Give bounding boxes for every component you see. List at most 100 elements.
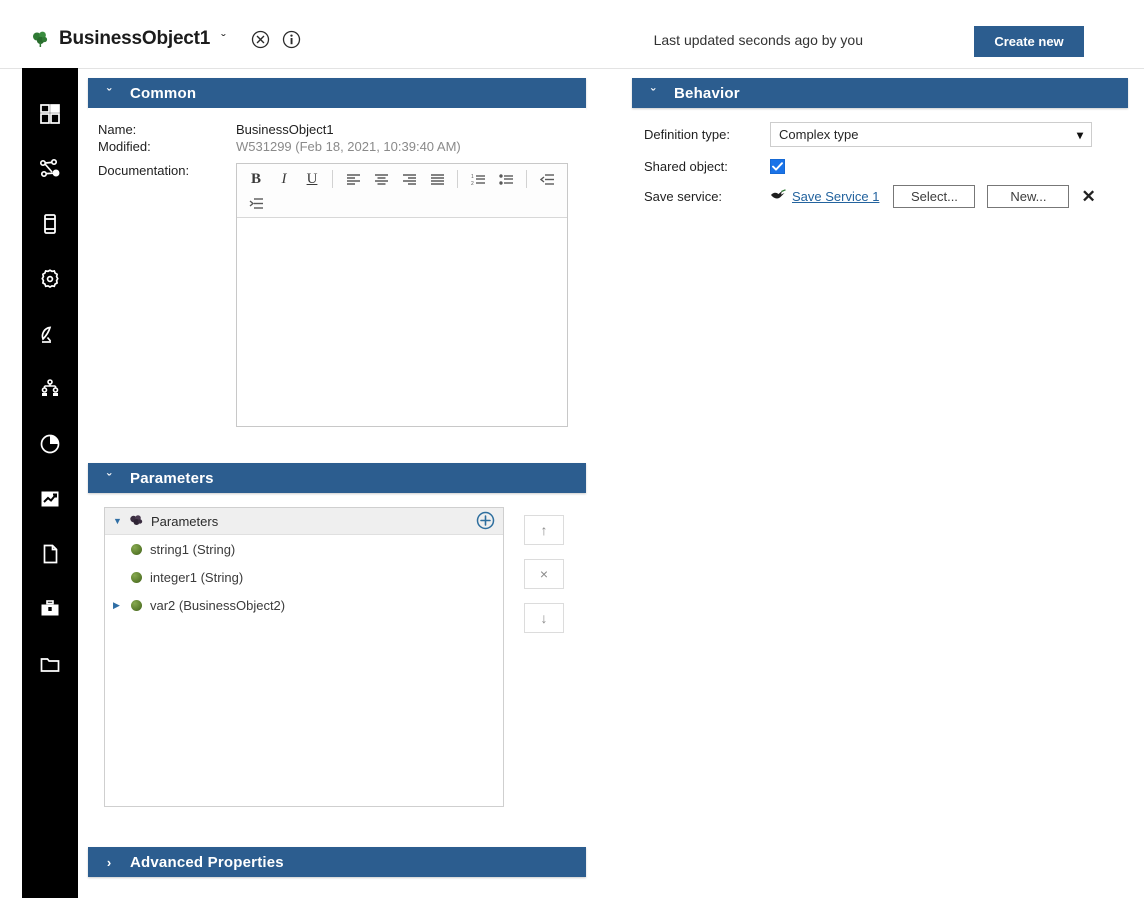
save-service-label: Save service: [644, 189, 723, 204]
business-object-icon [129, 514, 145, 528]
parameter-dot-icon [131, 571, 142, 583]
last-updated-status: Last updated seconds ago by you [653, 32, 863, 48]
behavior-panel: ˇ Behavior Definition type: Complex type… [632, 78, 1128, 216]
title-actions [251, 30, 301, 49]
common-panel-title: Common [130, 84, 197, 102]
documentation-label: Documentation: [98, 163, 190, 178]
org-users-icon[interactable] [22, 361, 78, 416]
documentation-toolbar: B I U [237, 164, 567, 218]
definition-type-row: Definition type: Complex type ▾ [632, 122, 1128, 147]
save-service-row: Save service: Save Service 1 Select... N… [632, 185, 1128, 208]
satellite-dish-icon[interactable] [22, 306, 78, 361]
unordered-list-icon[interactable] [493, 168, 519, 190]
tree-root-row[interactable]: ▼ Parameters [105, 508, 503, 535]
move-up-button[interactable]: ↑ [524, 515, 564, 545]
chevron-down-icon: ˇ [106, 470, 112, 486]
list-item[interactable]: string1 (String) [105, 535, 503, 563]
mobile-page-icon[interactable] [22, 196, 78, 251]
tree-collapse-caret-icon[interactable]: ▶ [113, 599, 120, 610]
list-item[interactable]: ▶ var2 (BusinessObject2) [105, 591, 503, 619]
settings-gear-icon[interactable] [22, 251, 78, 306]
folder-icon[interactable] [22, 636, 78, 691]
advanced-properties-panel-title: Advanced Properties [130, 853, 284, 871]
microflow-icon[interactable] [22, 141, 78, 196]
parameters-tree: ▼ Parameters [104, 507, 504, 807]
pie-chart-icon[interactable] [22, 416, 78, 471]
parameter-dot-icon [131, 599, 142, 611]
toolbar-separator [332, 170, 333, 188]
align-center-icon[interactable] [368, 168, 394, 190]
modified-row: Modified: W531299 (Feb 18, 2021, 10:39:4… [88, 139, 586, 154]
align-right-icon[interactable] [396, 168, 422, 190]
top-header-bar: BusinessObject1 ˇ Last updated seconds a… [0, 0, 1144, 69]
title-group: BusinessObject1 ˇ [31, 28, 301, 50]
chevron-down-icon: ▾ [1076, 127, 1083, 142]
align-justify-icon[interactable] [424, 168, 450, 190]
new-save-service-button[interactable]: New... [987, 185, 1070, 208]
save-service-link[interactable]: Save Service 1 [792, 189, 880, 204]
list-item[interactable]: integer1 (String) [105, 563, 503, 591]
modified-value: W531299 (Feb 18, 2021, 10:39:40 AM) [236, 139, 461, 154]
toolbar-separator [526, 170, 527, 188]
info-circle-icon[interactable] [282, 30, 301, 49]
advanced-properties-panel: › Advanced Properties [88, 847, 586, 877]
italic-icon[interactable]: I [281, 170, 287, 187]
left-navigation-rail [22, 68, 78, 898]
ordered-list-icon[interactable]: 1 2 [465, 168, 491, 190]
page-title: BusinessObject1 [59, 28, 211, 49]
list-item-label: var2 (BusinessObject2) [150, 597, 286, 613]
dashboard-icon[interactable] [22, 86, 78, 141]
align-left-icon[interactable] [340, 168, 366, 190]
toolbar-separator [457, 170, 458, 188]
outdent-icon[interactable] [534, 168, 560, 190]
tree-expand-caret-icon[interactable]: ▼ [113, 515, 122, 526]
svg-text:2: 2 [471, 181, 474, 186]
indent-icon[interactable] [243, 192, 269, 214]
documentation-textarea[interactable] [237, 218, 567, 426]
clear-save-service-icon[interactable]: ✕ [1081, 187, 1096, 206]
chevron-down-icon: ˇ [650, 85, 656, 101]
common-panel-header[interactable]: ˇ Common [88, 78, 586, 108]
modified-label: Modified: [98, 139, 151, 154]
common-panel: ˇ Common Name: BusinessObject1 Modified:… [88, 78, 586, 439]
common-panel-body: Name: BusinessObject1 Modified: W531299 … [88, 108, 586, 439]
parameters-panel-body: ▼ Parameters [88, 493, 586, 807]
parameters-panel-header[interactable]: ˇ Parameters [88, 463, 586, 493]
select-save-service-button[interactable]: Select... [893, 185, 976, 208]
advanced-properties-panel-header[interactable]: › Advanced Properties [88, 847, 586, 877]
close-circle-icon[interactable] [251, 30, 270, 49]
parameter-dot-icon [131, 543, 142, 555]
name-label: Name: [98, 122, 137, 137]
analytics-chart-icon[interactable] [22, 471, 78, 526]
move-down-button[interactable]: ↓ [524, 603, 564, 633]
chevron-down-icon: ˇ [106, 85, 112, 101]
microflow-bird-icon [770, 189, 787, 204]
definition-type-label: Definition type: [644, 127, 730, 142]
chevron-right-icon: › [106, 854, 112, 870]
svg-text:1: 1 [471, 174, 474, 180]
behavior-panel-header[interactable]: ˇ Behavior [632, 78, 1128, 108]
toolbox-icon[interactable] [22, 581, 78, 636]
name-value: BusinessObject1 [236, 122, 334, 137]
document-icon[interactable] [22, 526, 78, 581]
definition-type-value: Complex type [779, 127, 859, 142]
parameters-panel-title: Parameters [130, 469, 214, 487]
definition-type-select[interactable]: Complex type ▾ [770, 122, 1092, 147]
tree-root-label: Parameters [151, 513, 219, 529]
list-item-label: string1 (String) [150, 541, 236, 557]
create-new-button[interactable]: Create new [974, 26, 1084, 57]
title-dropdown-chevron-icon[interactable]: ˇ [221, 31, 226, 47]
behavior-panel-body: Definition type: Complex type ▾ Shared o… [632, 108, 1128, 208]
parameters-side-buttons: ↑ × ↓ [524, 507, 564, 633]
delete-button[interactable]: × [524, 559, 564, 589]
documentation-row: Documentation: B I U [88, 163, 586, 427]
shared-object-checkbox[interactable] [770, 158, 785, 174]
bold-icon[interactable]: B [250, 170, 261, 187]
add-circle-icon[interactable] [476, 511, 495, 530]
shared-object-row: Shared object: [632, 155, 1128, 177]
documentation-editor: B I U [236, 163, 568, 427]
shared-object-label: Shared object: [644, 158, 728, 174]
name-row: Name: BusinessObject1 [88, 122, 586, 137]
underline-icon[interactable]: U [306, 170, 318, 187]
parameters-panel: ˇ Parameters ▼ Parameters [88, 463, 586, 807]
